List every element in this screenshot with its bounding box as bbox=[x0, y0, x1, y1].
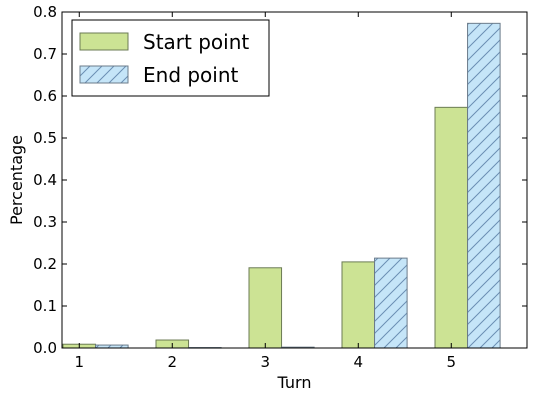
y-tick-label: 0.6 bbox=[33, 87, 57, 105]
x-tick-label: 1 bbox=[75, 353, 85, 371]
y-tick-label: 0.1 bbox=[33, 297, 57, 315]
x-tick-label: 3 bbox=[261, 353, 271, 371]
x-axis: 1 2 3 4 5 bbox=[75, 12, 457, 371]
y-axis: 0.0 0.1 0.2 0.3 0.4 0.5 0.6 0.7 0.8 bbox=[33, 3, 527, 357]
y-tick-label: 0.3 bbox=[33, 213, 57, 231]
legend-swatch-start-point bbox=[79, 32, 129, 51]
y-tick-label: 0.7 bbox=[33, 45, 57, 63]
y-tick-label: 0.2 bbox=[33, 255, 57, 273]
legend: Start point End point bbox=[71, 19, 270, 97]
y-axis-label: Percentage bbox=[7, 135, 26, 225]
x-tick-label: 2 bbox=[168, 353, 178, 371]
bar-start-point-turn-5 bbox=[434, 106, 469, 349]
y-tick-label: 0.8 bbox=[33, 3, 57, 21]
x-tick-label: 4 bbox=[354, 353, 364, 371]
y-tick-label: 0.5 bbox=[33, 129, 57, 147]
legend-label-end-point: End point bbox=[143, 63, 239, 87]
x-axis-label: Turn bbox=[277, 373, 312, 392]
legend-label-start-point: Start point bbox=[143, 30, 249, 54]
y-tick-label: 0.0 bbox=[33, 339, 57, 357]
x-tick-label: 5 bbox=[447, 353, 457, 371]
y-tick-label: 0.4 bbox=[33, 171, 57, 189]
legend-swatch-end-point bbox=[79, 65, 129, 84]
bar-end-point-turn-4 bbox=[374, 257, 408, 349]
bars-layer bbox=[62, 22, 501, 349]
bar-start-point-turn-4 bbox=[341, 261, 376, 349]
bar-start-point-turn-3 bbox=[248, 267, 283, 349]
bar-end-point-turn-5 bbox=[467, 22, 501, 349]
